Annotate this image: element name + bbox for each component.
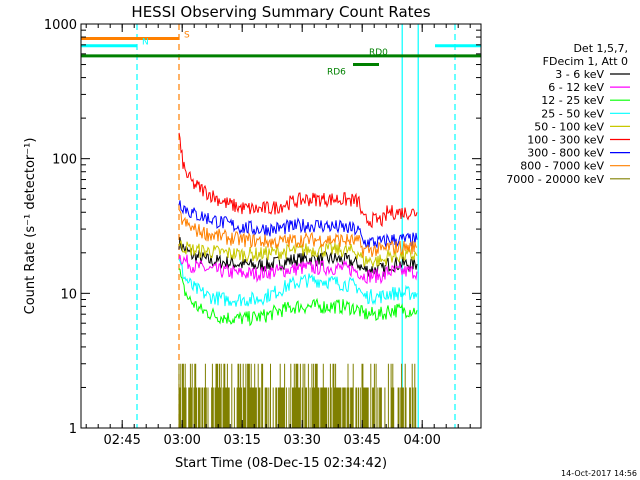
legend-label-2: 12 - 25 keV	[541, 94, 604, 107]
series-1	[178, 254, 418, 285]
y-tick-label-1: 10	[60, 287, 77, 302]
legend-label-4: 50 - 100 keV	[534, 120, 604, 133]
state-label-rd0: RD0	[369, 48, 388, 58]
y-tick-label-3: 1000	[44, 18, 77, 33]
legend-label-5: 100 - 300 keV	[527, 134, 604, 147]
series-7	[178, 209, 418, 258]
legend-label-6: 300 - 800 keV	[527, 147, 604, 160]
series-4	[178, 240, 418, 268]
state-label-n: N	[142, 38, 149, 48]
series-6	[178, 200, 418, 249]
series-3	[178, 258, 418, 307]
plot-area: S N RD0 RD6	[80, 23, 482, 429]
legend-label-1: 6 - 12 keV	[548, 81, 604, 94]
footer-date: 14-Oct-2017 14:56	[561, 469, 637, 478]
x-tick-label-5: 04:00	[403, 433, 440, 448]
y-tick-label-2: 100	[52, 153, 77, 168]
legend-label-8: 7000 - 20000 keV	[506, 173, 604, 186]
series-5	[178, 132, 418, 229]
x-axis-label: Start Time (08-Dec-15 02:34:42)	[175, 456, 387, 471]
series-8	[178, 363, 417, 428]
legend-label-7: 800 - 7000 keV	[520, 160, 604, 173]
series-2	[178, 268, 418, 327]
legend-label-0: 3 - 6 keV	[555, 68, 604, 81]
x-tick-label-3: 03:30	[283, 433, 320, 448]
legend-header-1: FDecim 1, Att 0	[543, 55, 628, 68]
x-axis: 02:45 03:00 03:15 03:30 03:45 04:00	[85, 24, 471, 448]
legend-label-3: 25 - 50 keV	[541, 107, 604, 120]
y-axis: 1 10 100 1000	[44, 18, 481, 437]
y-tick-label-0: 1	[69, 422, 77, 437]
x-tick-label-4: 03:45	[343, 433, 380, 448]
plot-frame	[80, 23, 482, 429]
y-axis-label: Count Rate (s⁻¹ detector⁻¹)	[23, 138, 38, 315]
legend-header-0: Det 1,5,7,	[573, 42, 628, 55]
state-label-s: S	[184, 31, 190, 41]
chart-title: HESSI Observing Summary Count Rates	[131, 3, 430, 21]
state-label-rd6: RD6	[327, 68, 346, 78]
x-tick-label-1: 03:00	[163, 433, 200, 448]
x-tick-label-0: 02:45	[103, 433, 140, 448]
x-tick-label-2: 03:15	[223, 433, 260, 448]
